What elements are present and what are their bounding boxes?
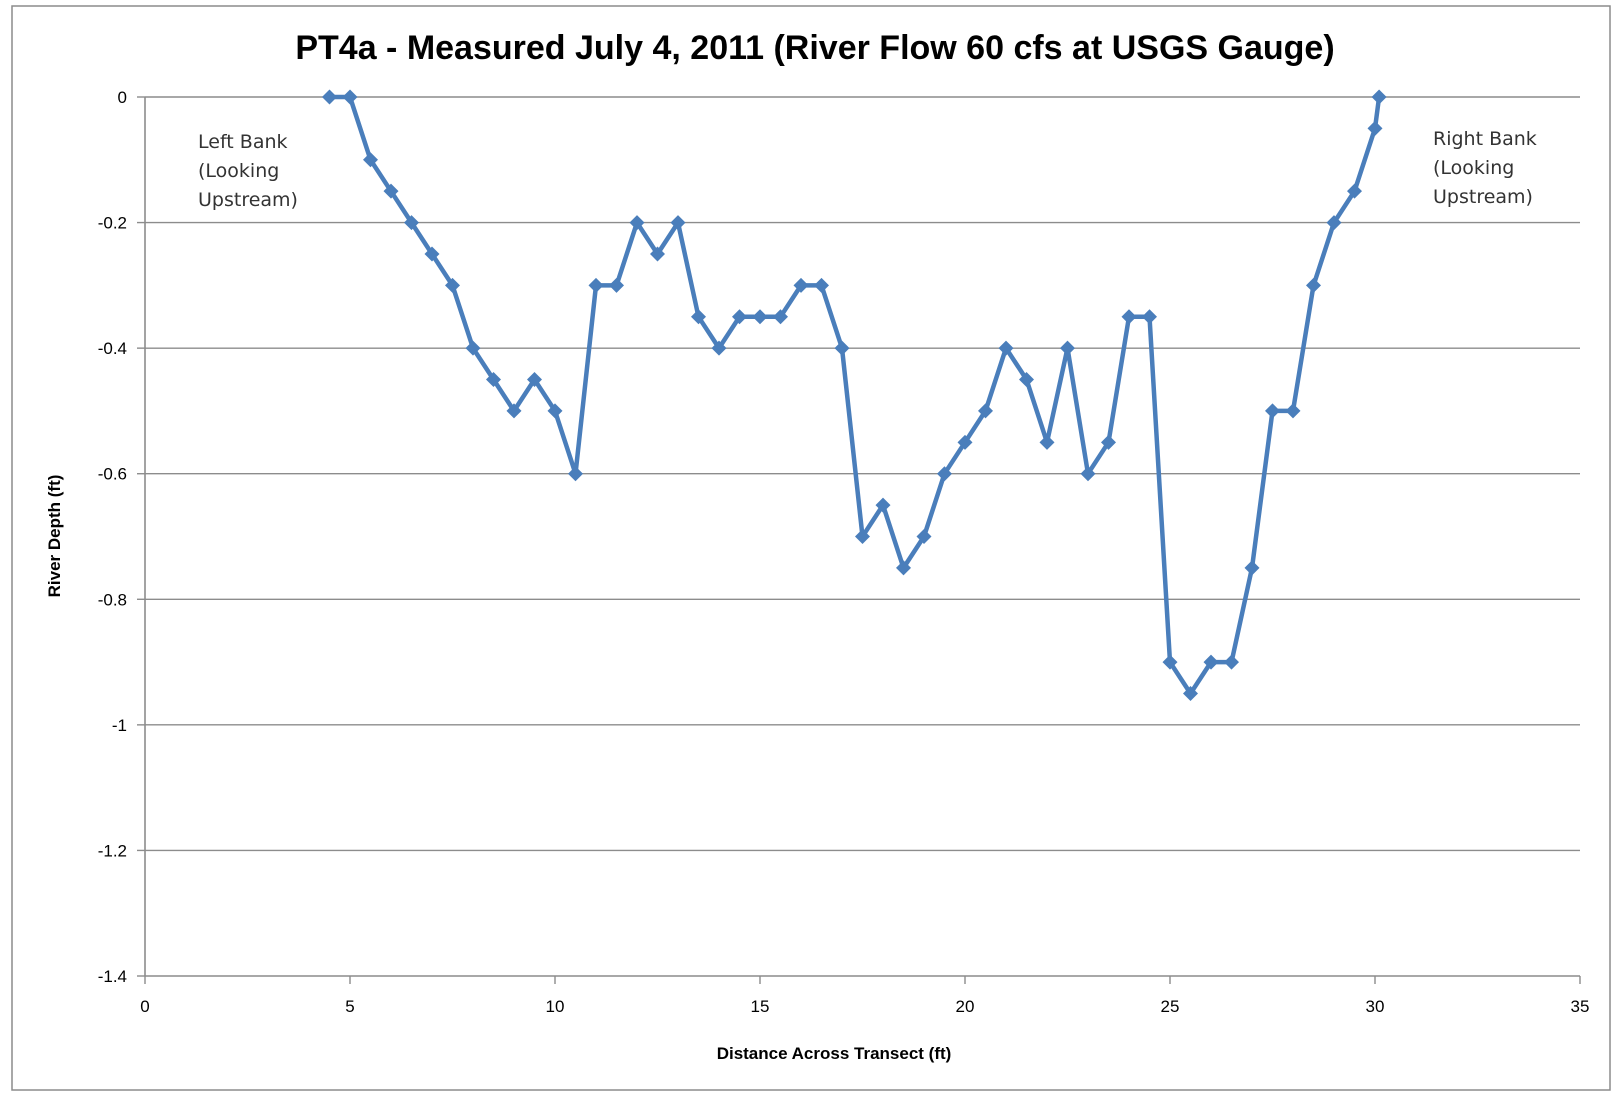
- data-point-marker: [465, 340, 481, 356]
- x-tick-label: 0: [140, 997, 149, 1016]
- data-point-marker: [445, 277, 460, 293]
- data-point-marker: [1080, 466, 1096, 482]
- data-point-marker: [855, 529, 870, 544]
- data-point-marker: [691, 309, 706, 325]
- axes: [137, 96, 1581, 984]
- data-point-marker: [1285, 403, 1301, 419]
- data-point-marker: [1367, 120, 1383, 136]
- data-point-marker: [1306, 277, 1321, 293]
- data-point-marker: [363, 152, 378, 168]
- data-point-marker: [1347, 183, 1362, 199]
- data-point-marker: [1183, 685, 1198, 701]
- data-point-marker: [1371, 89, 1387, 105]
- series-line-group: [322, 89, 1387, 701]
- y-tick-label: -0.6: [98, 465, 127, 484]
- y-tick-label: -1.2: [98, 841, 127, 860]
- data-point-marker: [609, 277, 624, 293]
- y-tick-label: 0: [118, 88, 127, 107]
- data-point-marker: [1244, 560, 1260, 576]
- data-point-marker: [773, 309, 788, 325]
- data-point-marker: [1203, 654, 1219, 670]
- y-tick-label: -0.4: [98, 339, 127, 358]
- data-point-marker: [814, 277, 829, 293]
- data-point-marker: [486, 372, 501, 388]
- annotation-line: Right Bank: [1433, 128, 1537, 150]
- right-bank-annotation: Right Bank (Looking Upstream): [1433, 128, 1537, 208]
- data-point-marker: [383, 183, 399, 199]
- y-tick-label: -1.4: [98, 967, 127, 986]
- data-point-marker: [424, 246, 440, 262]
- x-tick-label: 15: [751, 997, 770, 1016]
- x-tick-label: 30: [1366, 997, 1385, 1016]
- data-point-marker: [732, 309, 747, 325]
- annotation-line: Upstream): [198, 189, 298, 211]
- data-point-marker: [1039, 434, 1055, 450]
- data-point-marker: [322, 89, 337, 105]
- data-point-marker: [1326, 215, 1342, 231]
- data-point-marker: [588, 277, 604, 293]
- data-point-marker: [670, 215, 686, 231]
- data-point-marker: [547, 403, 563, 419]
- data-point-marker: [916, 529, 932, 544]
- data-point-marker: [1162, 654, 1178, 670]
- x-tick-label: 10: [546, 997, 565, 1016]
- x-axis-title: Distance Across Transect (ft): [717, 1044, 952, 1063]
- data-point-marker: [527, 372, 542, 388]
- data-point-marker: [1142, 309, 1157, 325]
- labels: 0 -0.2 -0.4 -0.6 -0.8 -1 -1.2 -1.4 0 5 10 15 20 25 30 3…: [98, 88, 1590, 1016]
- y-tick-label: -1: [112, 716, 127, 735]
- data-point-marker: [1121, 309, 1137, 325]
- data-point-marker: [978, 403, 993, 419]
- x-tick-label: 5: [345, 997, 354, 1016]
- data-point-marker: [1060, 340, 1075, 356]
- data-point-marker: [711, 340, 727, 356]
- data-point-marker: [404, 215, 419, 231]
- data-point-marker: [998, 340, 1014, 356]
- data-point-marker: [752, 309, 768, 325]
- data-point-marker: [1265, 403, 1280, 419]
- y-tick-label: -0.8: [98, 590, 127, 609]
- data-point-marker: [896, 560, 911, 576]
- data-point-marker: [875, 497, 891, 513]
- data-point-marker: [629, 215, 645, 231]
- y-axis-title: River Depth (ft): [45, 475, 64, 598]
- chart-title: PT4a - Measured July 4, 2011 (River Flow…: [295, 29, 1334, 67]
- data-point-marker: [568, 466, 583, 482]
- data-point-marker: [793, 277, 809, 293]
- left-bank-annotation: Left Bank (Looking Upstream): [198, 131, 298, 211]
- x-tick-label: 20: [956, 997, 975, 1016]
- annotation-line: (Looking: [198, 160, 279, 182]
- x-tick-label: 25: [1161, 997, 1180, 1016]
- x-tick-label: 35: [1571, 997, 1590, 1016]
- data-point-marker: [957, 434, 973, 450]
- chart-border: [11, 5, 1611, 1091]
- data-point-marker: [834, 340, 850, 356]
- annotation-line: Left Bank: [198, 131, 288, 153]
- data-point-marker: [1101, 434, 1116, 450]
- data-point-marker: [650, 246, 665, 262]
- data-point-marker: [937, 466, 952, 482]
- data-point-marker: [1224, 654, 1239, 670]
- annotation-line: (Looking: [1433, 157, 1514, 179]
- data-point-marker: [342, 89, 358, 105]
- annotation-line: Upstream): [1433, 186, 1533, 208]
- data-point-marker: [1019, 372, 1034, 388]
- data-point-marker: [506, 403, 522, 419]
- y-tick-label: -0.2: [98, 214, 127, 233]
